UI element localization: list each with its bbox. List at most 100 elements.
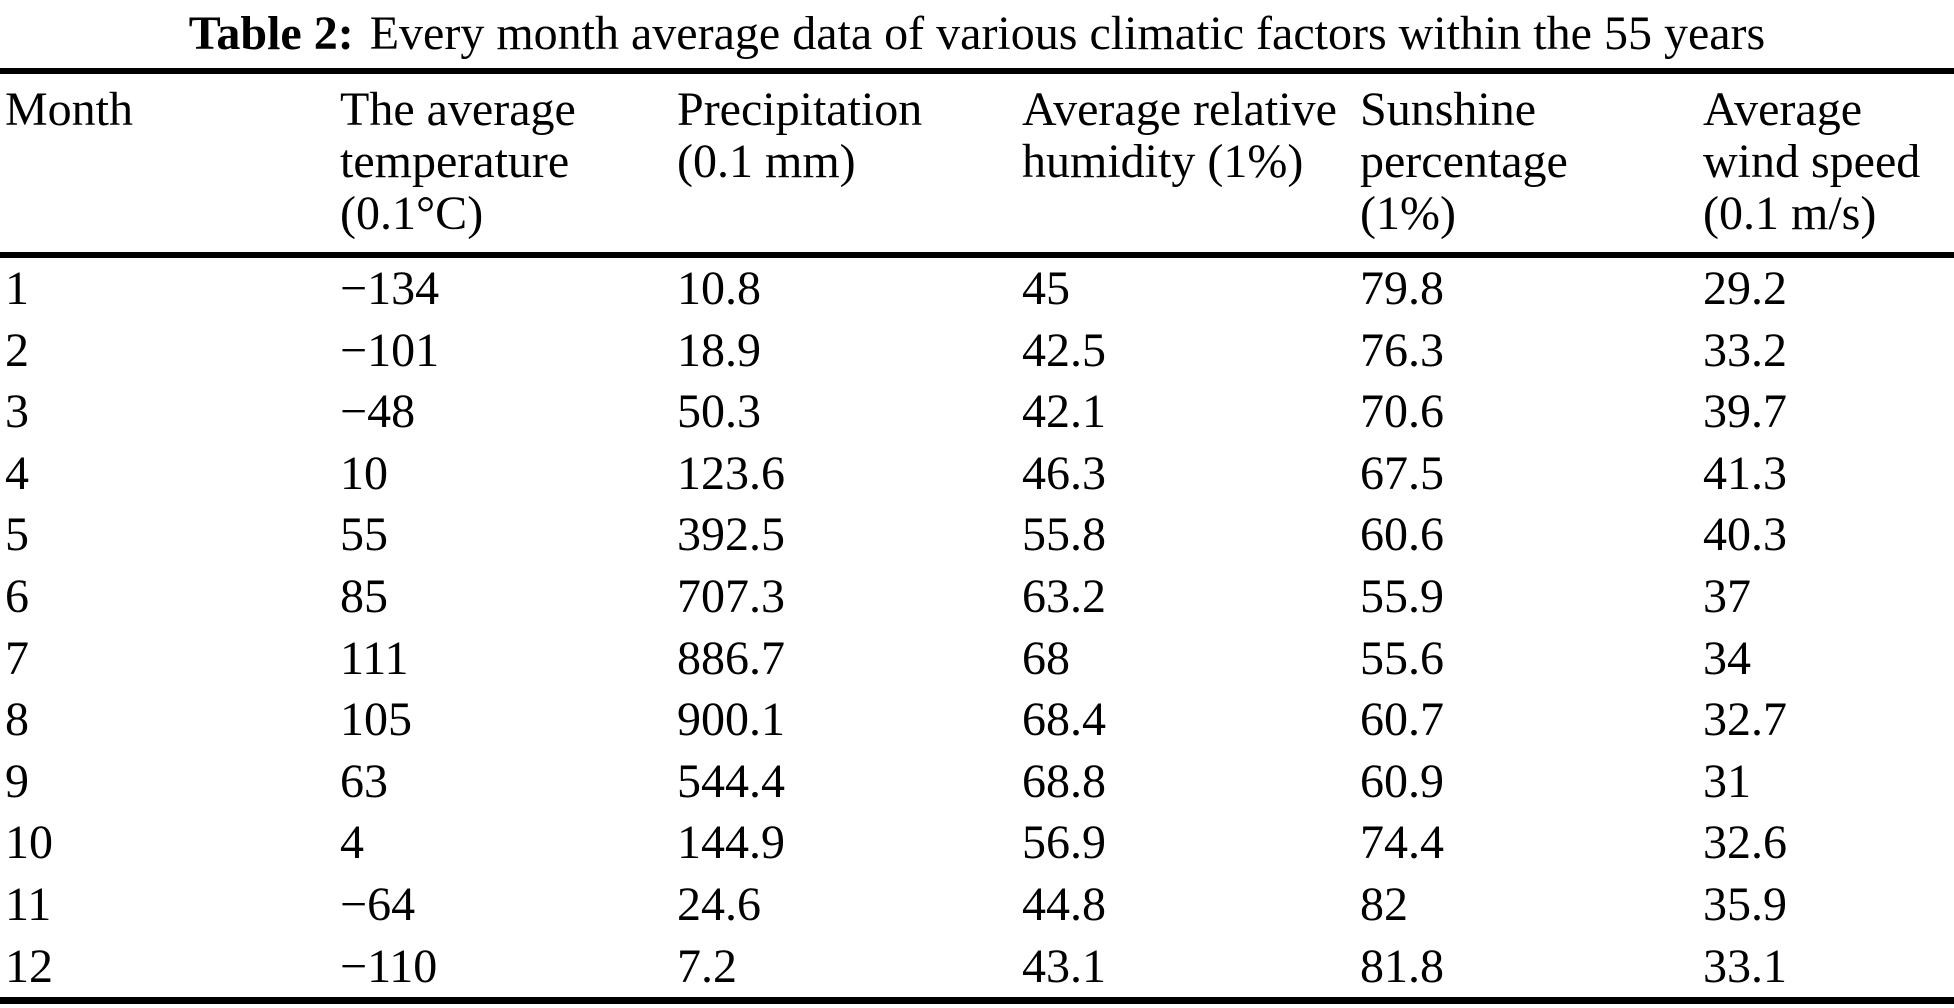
cell-humidity: 56.9 xyxy=(1022,816,1106,870)
cell-wind: 33.1 xyxy=(1703,939,1787,993)
cell-temperature: −134 xyxy=(340,262,440,315)
cell-humidity: 55.8 xyxy=(1022,508,1106,562)
cell-wind: 29.2 xyxy=(1703,262,1787,315)
header-line: (0.1 mm) xyxy=(677,135,856,188)
column-header-average-temperature: The average temperature (0.1°C) xyxy=(335,71,672,258)
cell-precipitation: 50.3 xyxy=(677,385,761,439)
cell-wind: 32.7 xyxy=(1703,693,1787,747)
table-row: 9 63 544.4 68.8 60.9 31 xyxy=(0,751,1954,813)
cell-month: 1 xyxy=(5,262,29,315)
header-line: wind speed xyxy=(1703,135,1921,188)
cell-month: 2 xyxy=(5,323,29,377)
cell-sunshine: 60.6 xyxy=(1360,508,1444,562)
table-row: 8 105 900.1 68.4 60.7 32.7 xyxy=(0,689,1954,751)
cell-precipitation: 7.2 xyxy=(677,939,737,993)
cell-wind: 32.6 xyxy=(1703,816,1787,870)
cell-humidity: 46.3 xyxy=(1022,446,1106,500)
header-line: (0.1°C) xyxy=(340,187,484,240)
cell-temperature: 111 xyxy=(340,631,409,685)
header-line: Month xyxy=(5,83,134,136)
cell-sunshine: 76.3 xyxy=(1360,323,1444,377)
table-caption: Table 2: Every month average data of vari… xyxy=(0,0,1954,68)
cell-month: 8 xyxy=(5,693,29,747)
cell-sunshine: 55.9 xyxy=(1360,569,1444,623)
cell-precipitation: 544.4 xyxy=(677,754,785,808)
cell-sunshine: 81.8 xyxy=(1360,939,1444,993)
table-body: 1 −134 10.8 45 79.8 29.2 2 −101 18.9 42.… xyxy=(0,255,1954,1001)
cell-precipitation: 144.9 xyxy=(677,816,785,870)
table-row: 1 −134 10.8 45 79.8 29.2 xyxy=(0,255,1954,320)
cell-temperature: −110 xyxy=(340,939,438,993)
cell-precipitation: 886.7 xyxy=(677,631,785,685)
header-line: The average xyxy=(340,83,576,136)
cell-humidity: 42.1 xyxy=(1022,385,1106,439)
cell-month: 7 xyxy=(5,631,29,685)
header-line: humidity (1%) xyxy=(1022,135,1304,188)
header-line: Average xyxy=(1703,83,1862,136)
cell-wind: 37 xyxy=(1703,569,1751,623)
cell-sunshine: 55.6 xyxy=(1360,631,1444,685)
cell-humidity: 68.8 xyxy=(1022,754,1106,808)
table-row: 2 −101 18.9 42.5 76.3 33.2 xyxy=(0,320,1954,382)
cell-month: 9 xyxy=(5,754,29,808)
table-row: 5 55 392.5 55.8 60.6 40.3 xyxy=(0,504,1954,566)
cell-precipitation: 10.8 xyxy=(677,262,761,315)
cell-humidity: 45 xyxy=(1022,262,1070,315)
cell-humidity: 42.5 xyxy=(1022,323,1106,377)
header-row: Month The average temperature (0.1°C) Pr… xyxy=(0,71,1954,258)
cell-wind: 33.2 xyxy=(1703,323,1787,377)
cell-sunshine: 67.5 xyxy=(1360,446,1444,500)
cell-temperature: 105 xyxy=(340,693,412,747)
cell-month: 10 xyxy=(5,816,53,870)
cell-precipitation: 123.6 xyxy=(677,446,785,500)
cell-temperature: 4 xyxy=(340,816,364,870)
table-row: 10 4 144.9 56.9 74.4 32.6 xyxy=(0,812,1954,874)
column-header-sunshine-percentage: Sunshine percentage (1%) xyxy=(1355,71,1698,258)
table-row: 6 85 707.3 63.2 55.9 37 xyxy=(0,566,1954,628)
column-header-relative-humidity: Average relative humidity (1%) xyxy=(1017,71,1355,258)
cell-temperature: 85 xyxy=(340,569,388,623)
column-header-wind-speed: Average wind speed (0.1 m/s) xyxy=(1698,71,1954,258)
header-line: Average relative xyxy=(1022,83,1337,136)
table-header: Month The average temperature (0.1°C) Pr… xyxy=(0,71,1954,258)
cell-temperature: −48 xyxy=(340,385,416,439)
cell-precipitation: 707.3 xyxy=(677,569,785,623)
cell-precipitation: 18.9 xyxy=(677,323,761,377)
cell-temperature: 10 xyxy=(340,446,388,500)
column-header-month: Month xyxy=(0,71,335,258)
cell-humidity: 68 xyxy=(1022,631,1070,685)
cell-temperature: 63 xyxy=(340,754,388,808)
cell-sunshine: 79.8 xyxy=(1360,262,1444,315)
cell-wind: 35.9 xyxy=(1703,877,1787,931)
table-caption-text: Every month average data of various clim… xyxy=(369,7,1766,60)
cell-sunshine: 82 xyxy=(1360,877,1408,931)
cell-humidity: 63.2 xyxy=(1022,569,1106,623)
cell-precipitation: 392.5 xyxy=(677,508,785,562)
table-row: 4 10 123.6 46.3 67.5 41.3 xyxy=(0,443,1954,505)
cell-wind: 34 xyxy=(1703,631,1751,685)
climate-data-table: Month The average temperature (0.1°C) Pr… xyxy=(0,68,1954,1005)
cell-wind: 41.3 xyxy=(1703,446,1787,500)
header-line: Precipitation xyxy=(677,83,923,136)
cell-wind: 31 xyxy=(1703,754,1751,808)
cell-sunshine: 70.6 xyxy=(1360,385,1444,439)
cell-sunshine: 60.7 xyxy=(1360,693,1444,747)
cell-precipitation: 900.1 xyxy=(677,693,785,747)
cell-sunshine: 74.4 xyxy=(1360,816,1444,870)
header-line: (0.1 m/s) xyxy=(1703,187,1877,240)
cell-humidity: 43.1 xyxy=(1022,939,1106,993)
cell-month: 12 xyxy=(5,939,53,993)
cell-month: 5 xyxy=(5,508,29,562)
table-row: 3 −48 50.3 42.1 70.6 39.7 xyxy=(0,381,1954,443)
table-row: 12 −110 7.2 43.1 81.8 33.1 xyxy=(0,936,1954,1001)
cell-temperature: −101 xyxy=(340,323,440,377)
cell-sunshine: 60.9 xyxy=(1360,754,1444,808)
table-row: 11 −64 24.6 44.8 82 35.9 xyxy=(0,874,1954,936)
cell-temperature: −64 xyxy=(340,877,416,931)
table-row: 7 111 886.7 68 55.6 34 xyxy=(0,628,1954,690)
header-line: Sunshine xyxy=(1360,83,1537,136)
cell-wind: 40.3 xyxy=(1703,508,1787,562)
header-line: percentage xyxy=(1360,135,1568,188)
cell-month: 11 xyxy=(5,877,52,931)
